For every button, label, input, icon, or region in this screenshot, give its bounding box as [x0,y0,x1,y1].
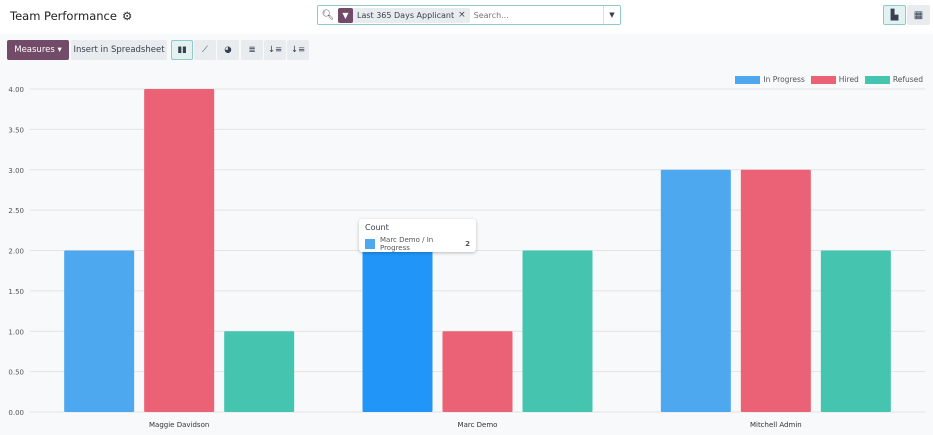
bar-in-progress[interactable] [660,169,731,412]
filter-facet: ▼ Last 365 Days Applicant × [338,7,470,23]
line-chart-icon[interactable]: ⟋ [194,40,216,60]
tooltip-title: Count [365,223,389,232]
measures-button[interactable]: Measures ▾ [7,40,69,60]
bar-hired[interactable] [442,331,513,412]
bar-in-progress[interactable] [362,250,433,413]
search-input[interactable] [473,10,603,20]
gear-icon[interactable]: ⚙ [121,9,133,23]
x-tick-label: Marc Demo [458,421,498,429]
bar-hired[interactable] [740,169,811,412]
y-tick-label: 3.50 [8,126,24,134]
sort-descending-icon[interactable]: ↓≡ [264,40,286,60]
y-tick-label: 0.00 [8,409,24,417]
legend-item[interactable]: Refused [864,75,923,84]
bar-hired[interactable] [144,89,215,412]
bar-refused[interactable] [522,250,593,413]
bar-refused[interactable] [820,250,891,413]
chart-legend: In Progress Hired Refused [735,75,923,84]
y-tick-label: 3.00 [8,167,24,175]
remove-facet-icon[interactable]: × [458,10,466,20]
search-bar: 🔍︎ ▼ Last 365 Days Applicant × ▼ [317,5,621,25]
tooltip-swatch [365,239,375,249]
graph-view-icon[interactable]: ▙ [883,5,906,25]
chart-tooltip: Count Marc Demo / In Progress 2 [359,219,476,252]
bar-in-progress[interactable] [64,250,135,413]
pivot-view-icon[interactable]: ▦ [907,5,930,25]
tooltip-value: 2 [465,240,470,248]
tooltip-label: Marc Demo / In Progress [379,236,434,252]
search-icon[interactable]: 🔍︎ [321,9,335,21]
y-tick-label: 2.50 [8,207,24,215]
y-tick-label: 2.00 [8,248,24,256]
stack-icon[interactable]: ≣ [241,40,263,60]
y-tick-label: 1.50 [8,288,24,296]
filter-icon: ▼ [338,7,353,23]
bar-chart: 0.00 0.50 1.00 1.50 2.00 2.50 3.00 3.50 4.00 Magg… [8,86,925,429]
bar-chart-icon[interactable]: ▮▮ [171,40,193,60]
y-tick-label: 0.50 [8,369,24,377]
legend-item[interactable]: In Progress [735,75,805,84]
bar-refused[interactable] [224,331,295,412]
breadcrumb: Team Performance ⚙ [10,9,132,23]
search-options-toggle[interactable]: ▼ [603,6,620,24]
control-panel: Team Performance ⚙ 🔍︎ ▼ Last 365 Days Ap… [0,0,933,34]
pie-chart-icon[interactable]: ◕ [217,40,239,60]
sort-ascending-icon[interactable]: ↓≡ [287,40,309,60]
x-tick-label: Maggie Davidson [149,421,209,429]
insert-spreadsheet-button[interactable]: Insert in Spreadsheet [71,40,167,60]
facet-label: Last 365 Days Applicant [357,10,455,20]
y-tick-label: 4.00 [8,86,24,94]
x-tick-label: Mitchell Admin [750,421,802,429]
legend-item[interactable]: Hired [810,75,859,84]
y-tick-label: 1.00 [8,328,24,336]
page-title: Team Performance [10,9,117,23]
